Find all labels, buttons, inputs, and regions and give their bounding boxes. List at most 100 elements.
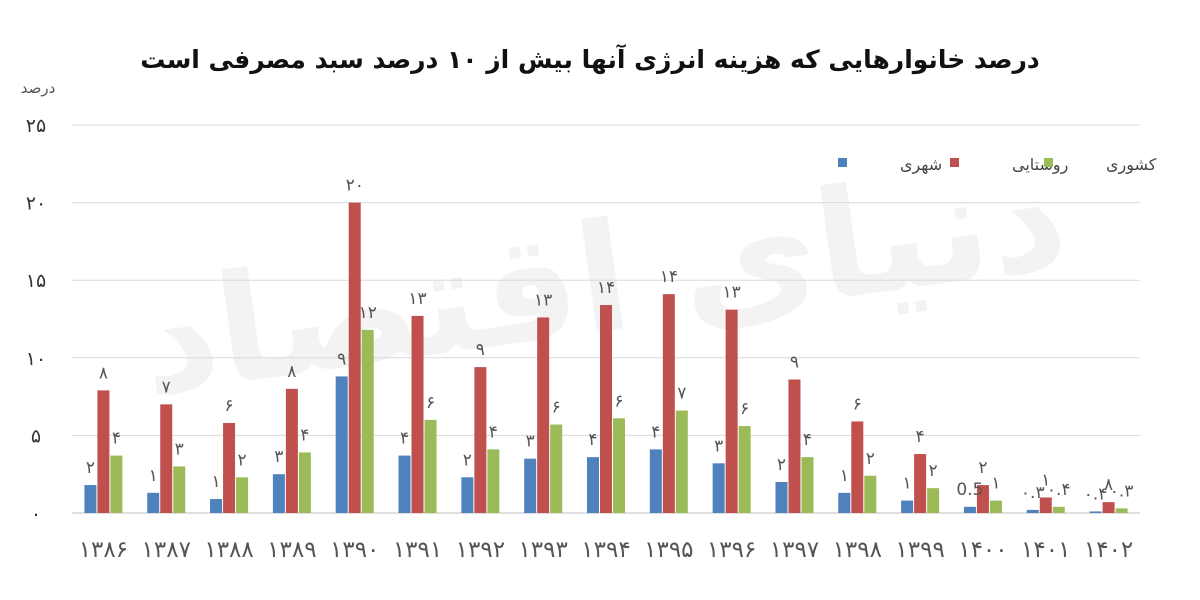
data-label: ۰.۳ [1110, 481, 1134, 501]
data-label: ۱۲ [359, 303, 377, 323]
bar [851, 421, 864, 513]
bar [348, 202, 361, 513]
bar [110, 455, 123, 513]
bar [487, 449, 500, 513]
bar [725, 309, 738, 513]
data-label: ۲ [978, 458, 987, 478]
y-tick-label: ۰ [31, 503, 41, 525]
bar [411, 315, 424, 513]
data-label: ۹ [476, 340, 485, 360]
bar [236, 477, 249, 513]
bar [1089, 511, 1102, 513]
legend-label: روستایی [1012, 155, 1068, 175]
bar [649, 449, 662, 513]
bar [600, 305, 612, 513]
y-tick-label: ۲۵ [26, 115, 46, 137]
bar [775, 481, 788, 513]
data-label: ۶ [552, 398, 561, 418]
data-label: ۰.۴ [1047, 480, 1071, 500]
x-tick-label: ۱۴۰۱ [1021, 537, 1070, 563]
bar [424, 419, 437, 513]
bar [210, 499, 223, 513]
bar [97, 390, 110, 513]
x-tick-label: ۱۴۰۰ [958, 537, 1007, 563]
x-tick-label: ۱۳۹۳ [518, 537, 567, 563]
data-label: ۱ [1041, 470, 1050, 490]
data-label: ۱۳ [408, 289, 426, 309]
y-tick-label: ۲۰ [26, 193, 46, 215]
bar [398, 455, 411, 513]
bar [801, 457, 814, 513]
data-label: ۱ [840, 466, 849, 486]
data-label: ۴ [112, 429, 121, 449]
data-label: ۶ [614, 391, 623, 411]
data-label: ۱۴ [597, 278, 615, 298]
bar [927, 488, 940, 513]
x-tick-label: ۱۳۹۰ [330, 537, 379, 563]
data-label: ۲ [866, 449, 875, 469]
bar [838, 492, 851, 513]
bar [901, 500, 914, 513]
bar [474, 367, 487, 513]
bar [675, 410, 688, 513]
data-label: ۲ [237, 450, 246, 470]
data-label: ۴ [300, 425, 309, 445]
bar [963, 506, 976, 513]
x-tick-label: ۱۳۹۷ [770, 537, 819, 563]
x-tick-label: ۱۳۹۹ [895, 537, 944, 563]
bar [788, 379, 801, 513]
data-label: ۸ [287, 362, 296, 382]
bar [1115, 508, 1128, 513]
bar [84, 485, 97, 513]
x-tick-label: ۱۳۸۶ [79, 537, 128, 563]
x-tick-label: ۱۳۹۴ [581, 537, 630, 563]
data-label: ۱۳ [534, 290, 552, 310]
x-tick-label: ۱۴۰۲ [1084, 537, 1133, 563]
bar [223, 422, 236, 513]
y-tick-label: ۵ [31, 425, 41, 447]
bar [662, 294, 675, 513]
y-tick-label: ۱۰ [26, 348, 46, 370]
bar [712, 463, 725, 513]
bar [173, 466, 186, 513]
data-label: ۳ [714, 436, 723, 456]
y-axis-label: درصد [21, 79, 56, 97]
legend-swatch [838, 158, 847, 167]
data-label: ۸ [99, 363, 108, 383]
bar [976, 485, 989, 513]
bar [537, 317, 550, 513]
data-label: ۴ [803, 430, 812, 450]
data-label: ۳ [274, 447, 283, 467]
data-label: ۱ [149, 466, 158, 486]
bars [84, 202, 1128, 513]
data-label: ۶ [740, 399, 749, 419]
x-tick-label: ۱۳۹۲ [456, 537, 505, 563]
data-label: ۲ [929, 461, 938, 481]
data-label: ۸ [1104, 475, 1113, 495]
legend: شهری روستایی کشوری [838, 155, 1157, 175]
bar [864, 475, 877, 513]
x-tick-label: ۱۳۹۱ [393, 537, 442, 563]
data-label: ۲ [777, 455, 786, 475]
bar [613, 418, 625, 513]
bar [989, 500, 1002, 513]
bar [1102, 502, 1115, 513]
bar [361, 329, 374, 513]
y-tick-label: ۱۵ [26, 270, 46, 292]
data-label: ۴ [400, 429, 409, 449]
data-label: ۹ [337, 349, 346, 369]
legend-swatch [1044, 158, 1053, 167]
legend-label: کشوری [1106, 155, 1157, 175]
y-tick-labels: ۰ ۵ ۱۰ ۱۵ ۲۰ ۲۵ [26, 115, 46, 525]
bar [524, 458, 537, 513]
bar [738, 426, 751, 513]
data-label: ۲ [463, 450, 472, 470]
data-label: ۱ [211, 472, 220, 492]
bar [298, 452, 311, 513]
data-label: ۴ [489, 422, 498, 442]
data-label: ۲۰ [346, 176, 364, 196]
bar [550, 424, 563, 513]
data-label: ۶ [853, 394, 862, 414]
